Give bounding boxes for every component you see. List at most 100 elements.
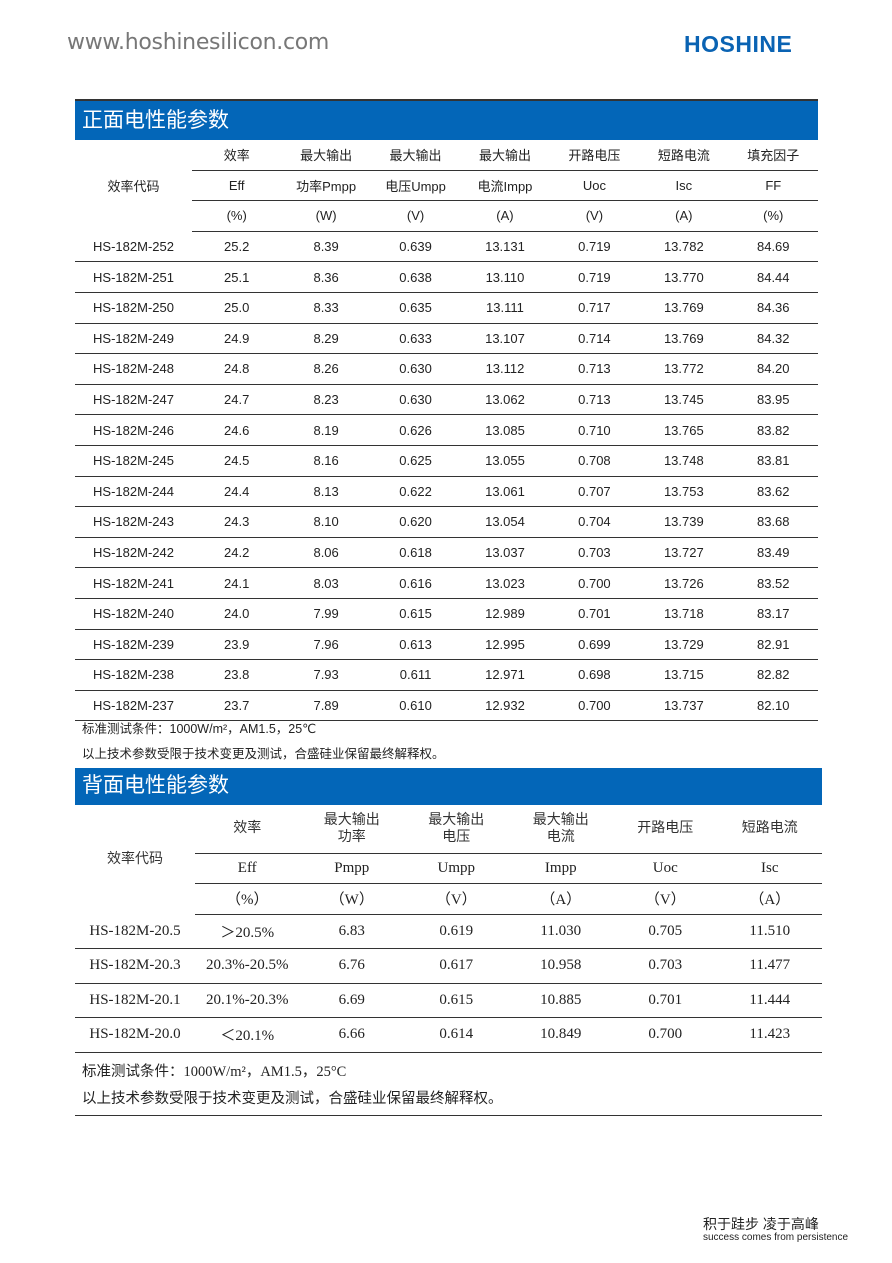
cell-value: 0.611 — [370, 659, 461, 691]
cell-value: 13.729 — [639, 629, 729, 661]
cell-value: 8.10 — [281, 506, 371, 538]
cell-value: ＞20.5% — [195, 914, 300, 949]
cell-value: 10.885 — [508, 983, 613, 1018]
efficiency-code: HS-182M-20.5 — [75, 914, 195, 949]
cell-value: 8.33 — [281, 292, 371, 324]
cell-value: 8.36 — [281, 261, 371, 293]
cell-value: 8.39 — [281, 231, 371, 263]
efficiency-code: HS-182M-20.0 — [75, 1017, 195, 1053]
efficiency-code: HS-182M-239 — [75, 629, 192, 661]
cell-value: 24.7 — [192, 384, 282, 416]
slogan-english: success comes from persistence — [703, 1232, 849, 1243]
cell-value: ＜20.1% — [195, 1017, 300, 1053]
cell-value: 0.614 — [404, 1017, 509, 1053]
cell-value: 24.8 — [192, 353, 282, 385]
cell-value: 83.62 — [728, 476, 818, 508]
column-unit: (%) — [728, 200, 818, 232]
column-symbol: 功率Pmpp — [281, 170, 371, 202]
cell-value: 8.19 — [281, 414, 371, 446]
column-header: 填充因子 — [728, 140, 818, 171]
table-row: HS-182M-247 24.7 8.23 0.630 13.062 0.713 13.74… — [75, 384, 818, 416]
cell-value: 6.83 — [299, 914, 404, 949]
cell-value: 0.633 — [370, 323, 461, 355]
column-unit: (%) — [192, 200, 282, 232]
cell-value: 0.619 — [404, 914, 509, 949]
back-parameters-table: 效率代码 效率 最大输出 功率 最大输出 电压 最大输出 电流 开路电压 短路电流 Eff Pm… — [75, 805, 822, 1053]
efficiency-code: HS-182M-241 — [75, 567, 192, 599]
cell-value: 84.69 — [728, 231, 818, 263]
cell-value: 13.055 — [460, 445, 550, 477]
divider — [75, 1115, 822, 1116]
cell-value: 13.085 — [460, 414, 550, 446]
cell-value: 13.062 — [460, 384, 550, 416]
column-unit: （V） — [404, 883, 509, 915]
cell-value: 24.1 — [192, 567, 282, 599]
cell-value: 0.714 — [549, 323, 640, 355]
column-header: 效率 — [195, 805, 300, 854]
cell-value: 24.0 — [192, 598, 282, 630]
table-row: HS-182M-239 23.9 7.96 0.613 12.995 0.699 13.72… — [75, 629, 818, 661]
cell-value: 0.713 — [549, 353, 640, 385]
cell-value: 0.622 — [370, 476, 461, 508]
cell-value: 13.727 — [639, 537, 729, 569]
cell-value: 13.023 — [460, 567, 550, 599]
column-symbol: Pmpp — [299, 853, 404, 884]
cell-value: 13.753 — [639, 476, 729, 508]
cell-value: 13.782 — [639, 231, 729, 263]
table-row: HS-182M-238 23.8 7.93 0.611 12.971 0.698 13.71… — [75, 659, 818, 691]
cell-value: 13.054 — [460, 506, 550, 538]
cell-value: 12.932 — [460, 690, 550, 722]
cell-value: 0.703 — [549, 537, 640, 569]
cell-value: 0.700 — [549, 567, 640, 599]
cell-value: 0.613 — [370, 629, 461, 661]
column-symbol: Uoc — [549, 170, 640, 202]
column-header: 开路电压 — [549, 140, 640, 171]
efficiency-code: HS-182M-237 — [75, 690, 192, 722]
column-header: 开路电压 — [613, 805, 718, 854]
cell-value: 7.89 — [281, 690, 371, 722]
column-symbol: Eff — [195, 853, 300, 884]
cell-value: 23.9 — [192, 629, 282, 661]
cell-value: 6.69 — [299, 983, 404, 1018]
cell-value: 0.610 — [370, 690, 461, 722]
cell-value: 84.44 — [728, 261, 818, 293]
column-symbol: Isc — [717, 853, 822, 884]
efficiency-code: HS-182M-248 — [75, 353, 192, 385]
table-row: HS-182M-237 23.7 7.89 0.610 12.932 0.700 13.73… — [75, 690, 818, 722]
cell-value: 0.630 — [370, 353, 461, 385]
code-header: 效率代码 — [107, 851, 163, 867]
table-row: HS-182M-20.0 ＜20.1% 6.66 0.614 10.849 0.700 11… — [75, 1017, 822, 1053]
cell-value: 8.13 — [281, 476, 371, 508]
cell-value: 0.703 — [613, 948, 718, 984]
cell-value: 84.32 — [728, 323, 818, 355]
table-row: HS-182M-250 25.0 8.33 0.635 13.111 0.717 13.76… — [75, 292, 818, 324]
cell-value: 83.81 — [728, 445, 818, 477]
cell-value: 13.748 — [639, 445, 729, 477]
cell-value: 0.704 — [549, 506, 640, 538]
cell-value: 13.726 — [639, 567, 729, 599]
cell-value: 0.700 — [549, 690, 640, 722]
efficiency-code: HS-182M-238 — [75, 659, 192, 691]
column-unit: （A） — [508, 883, 613, 915]
cell-value: 83.17 — [728, 598, 818, 630]
table-row: HS-182M-252 25.2 8.39 0.639 13.131 0.719 13.78… — [75, 231, 818, 263]
cell-value: 25.1 — [192, 261, 282, 293]
cell-value: 11.030 — [508, 914, 613, 949]
cell-value: 83.49 — [728, 537, 818, 569]
cell-value: 84.36 — [728, 292, 818, 324]
cell-value: 0.708 — [549, 445, 640, 477]
column-header: 最大输出 电流 — [508, 805, 613, 854]
cell-value: 0.700 — [613, 1017, 718, 1053]
column-unit: （V） — [613, 883, 718, 915]
cell-value: 0.717 — [549, 292, 640, 324]
column-unit: (A) — [639, 200, 729, 232]
cell-value: 0.615 — [370, 598, 461, 630]
table-row: HS-182M-20.3 20.3%-20.5% 6.76 0.617 10.958 0.… — [75, 948, 822, 984]
cell-value: 13.739 — [639, 506, 729, 538]
cell-value: 0.710 — [549, 414, 640, 446]
table-row: HS-182M-251 25.1 8.36 0.638 13.110 0.719 13.77… — [75, 261, 818, 293]
cell-value: 82.10 — [728, 690, 818, 722]
cell-value: 0.625 — [370, 445, 461, 477]
cell-value: 13.110 — [460, 261, 550, 293]
hoshine-logo: HOSHINE — [684, 31, 793, 57]
